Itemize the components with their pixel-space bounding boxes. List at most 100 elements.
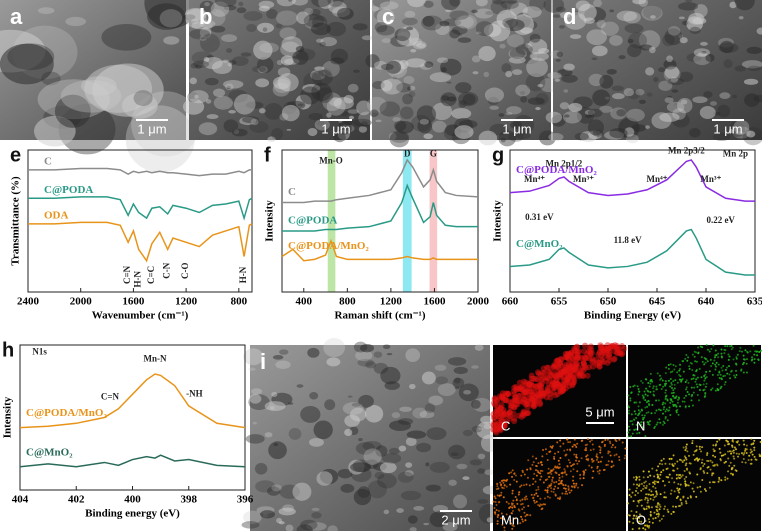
map-dot (758, 453, 761, 456)
texture (419, 410, 435, 419)
texture (486, 517, 493, 523)
map-dot (595, 458, 598, 461)
map-dot (587, 459, 590, 462)
map-dot (669, 371, 672, 374)
map-dot (720, 479, 723, 482)
map-dot (679, 363, 682, 366)
map-dot (723, 461, 726, 464)
map-dot (618, 438, 621, 441)
map-dot (635, 416, 638, 419)
map-dot (500, 397, 507, 404)
texture (646, 92, 653, 97)
texture (568, 102, 583, 112)
map-dot (554, 471, 557, 474)
map-dot (588, 464, 591, 467)
map-dot (518, 509, 521, 512)
map-dot (646, 501, 649, 504)
texture (310, 22, 331, 36)
map-dot (714, 363, 717, 366)
map-dot (627, 435, 630, 438)
map-dot (551, 478, 554, 481)
texture (279, 27, 297, 40)
map-dot (546, 381, 553, 388)
map-dot (596, 465, 599, 468)
map-dot (646, 476, 649, 479)
map-dot (595, 453, 598, 456)
texture (457, 14, 477, 30)
texture (561, 74, 578, 83)
map-dot (704, 392, 707, 395)
texture (402, 93, 413, 105)
spectrum-line (509, 159, 755, 202)
map-dot (721, 369, 724, 372)
map-dot (601, 456, 604, 459)
map-dot (683, 478, 686, 481)
map-dot (723, 352, 726, 355)
map-dot (591, 443, 594, 446)
texture (239, 116, 257, 126)
texture (204, 2, 210, 7)
map-dot (645, 505, 648, 508)
map-dot (518, 491, 521, 494)
map-dot (664, 415, 667, 418)
map-dot (695, 457, 698, 460)
map-dot (691, 487, 694, 490)
texture (585, 114, 593, 118)
texture (351, 402, 361, 407)
map-dot (728, 373, 731, 376)
map-dot (561, 377, 568, 384)
map-dot (717, 352, 720, 355)
map-dot (684, 406, 687, 409)
series-label: C (44, 155, 52, 167)
map-dot (648, 488, 651, 491)
map-dot (575, 446, 578, 449)
texture (551, 114, 566, 127)
map-dot (696, 386, 699, 389)
map-dot (636, 483, 639, 486)
map-dot (605, 463, 608, 466)
map-dot (705, 358, 708, 361)
map-dot (704, 489, 707, 492)
texture (33, 115, 76, 147)
texture (380, 79, 393, 92)
map-dot (624, 447, 627, 450)
map-dot (657, 515, 660, 518)
texture (279, 113, 289, 121)
map-dot (614, 349, 621, 356)
map-dot (552, 381, 559, 388)
map-dot (576, 442, 579, 445)
map-dot (718, 476, 721, 479)
texture (525, 43, 532, 48)
map-dot (691, 368, 694, 371)
texture (469, 459, 482, 466)
map-dot (649, 372, 652, 375)
texture (278, 507, 296, 516)
map-dot (669, 401, 672, 404)
map-dot (742, 439, 745, 442)
map-dot (733, 446, 736, 449)
texture (355, 350, 373, 362)
map-dot (606, 348, 613, 355)
map-dot (527, 391, 534, 398)
map-dot (551, 445, 554, 448)
map-dot (747, 458, 750, 461)
map-dot (672, 469, 675, 472)
texture (538, 48, 550, 54)
map-dot (524, 498, 527, 501)
texture (519, 90, 526, 95)
texture (407, 0, 426, 8)
map-dot (725, 439, 728, 442)
texture (678, 34, 684, 39)
map-dot (679, 368, 682, 371)
map-dot (592, 459, 595, 462)
map-dot (644, 524, 647, 527)
texture (236, 7, 247, 14)
annotation: G (430, 148, 437, 158)
texture (509, 47, 526, 60)
map-dot (502, 518, 505, 521)
map-dot (655, 409, 658, 412)
map-dot (513, 505, 516, 508)
map-dot (658, 462, 661, 465)
texture (240, 52, 252, 57)
map-dot (727, 358, 730, 361)
